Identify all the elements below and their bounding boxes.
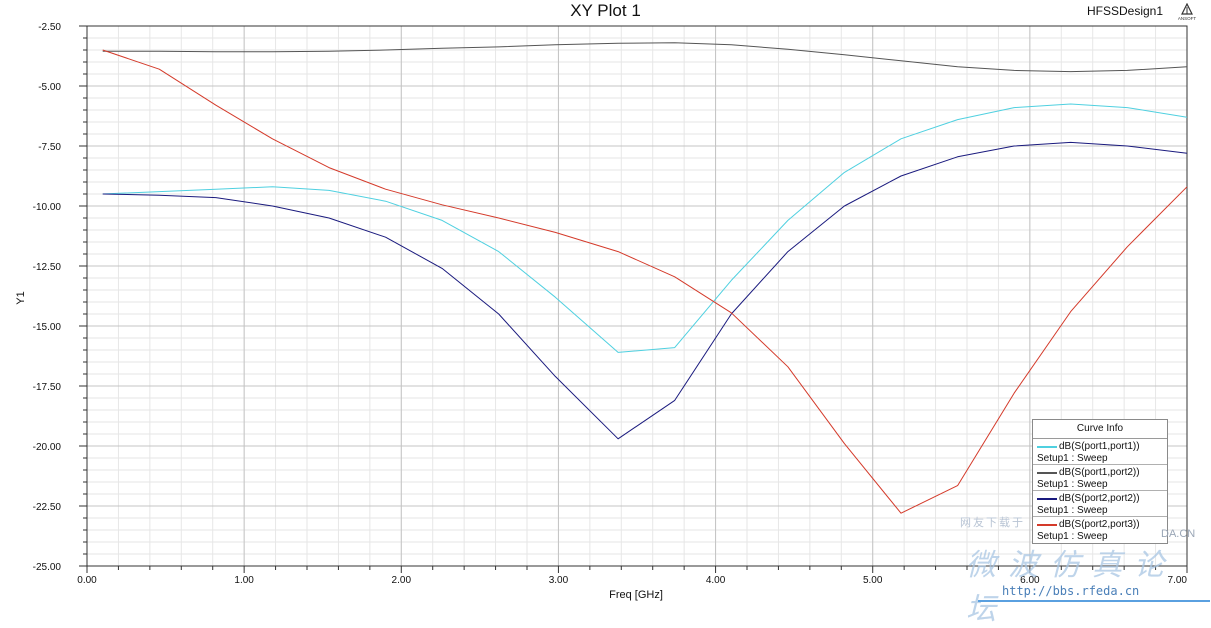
- logo-text: ANSOFT: [1178, 16, 1197, 21]
- scrollbar-edge[interactable]: [978, 600, 1210, 606]
- series-line: [102, 103, 1188, 353]
- x-axis-label: Freq [GHz]: [609, 589, 663, 601]
- legend-swatch: [1037, 445, 1057, 448]
- plot-window: XY Plot 1 HFSSDesign1 ANSOFT -2.50 -5.00-…: [15, 1, 1210, 627]
- series-line: [102, 141, 1188, 440]
- x-tick-label: 0.00: [77, 575, 97, 586]
- axes: [79, 25, 1188, 573]
- y-tick-label: -7.50: [38, 142, 61, 153]
- x-tick-label: 1.00: [234, 575, 254, 586]
- x-tick-label: 3.00: [549, 575, 569, 586]
- x-tick-label: 6.00: [1020, 575, 1040, 586]
- y-tick-label: -10.00: [33, 202, 62, 213]
- y-tick-label: -2.50: [38, 22, 61, 33]
- y-tick-label: -12.50: [33, 262, 62, 273]
- xy-plot-chart: -2.50 -5.00 -7.50 -10.00 -12.50 -15.00 -17.50 -…: [15, 22, 1188, 601]
- x-tick-label: 4.00: [706, 575, 726, 586]
- legend-entry[interactable]: dB(S(port2,port2)) Setup1 : Sweep: [1033, 491, 1167, 517]
- y-axis-label: Y1: [15, 291, 27, 304]
- y-tick-label: -17.50: [33, 382, 62, 393]
- x-tick-label: 2.00: [392, 575, 412, 586]
- legend-entry[interactable]: dB(S(port2,port3)) Setup1 : Sweep: [1033, 517, 1167, 543]
- legend-entry[interactable]: dB(S(port1,port1)) Setup1 : Sweep: [1033, 439, 1167, 465]
- plot-title: XY Plot 1: [570, 1, 641, 20]
- legend-swatch: [1037, 497, 1057, 500]
- legend-entry-name: dB(S(port1,port2)): [1059, 467, 1140, 478]
- x-tick-label: 5.00: [863, 575, 883, 586]
- y-tick-label: -15.00: [33, 322, 62, 333]
- data-series: [102, 42, 1188, 514]
- curve-info-legend[interactable]: Curve Info dB(S(port1,port1)) Setup1 : S…: [1032, 419, 1168, 544]
- series-line: [102, 49, 1188, 514]
- ansoft-logo-icon: ANSOFT: [1178, 3, 1197, 21]
- legend-entry-name: dB(S(port2,port3)): [1059, 519, 1140, 530]
- y-tick-label: -20.00: [33, 442, 62, 453]
- series-line: [102, 42, 1188, 73]
- legend-swatch: [1037, 523, 1057, 526]
- tick-labels: -2.50 -5.00 -7.50 -10.00 -12.50 -15.00 -17.50 -…: [33, 22, 1188, 586]
- design-name: HFSSDesign1: [1086, 4, 1163, 18]
- grid: [86, 25, 1188, 567]
- y-tick-label: -5.00: [38, 82, 61, 93]
- legend-entry-setup: Setup1 : Sweep: [1037, 505, 1108, 516]
- legend-entry-setup: Setup1 : Sweep: [1037, 479, 1108, 490]
- legend-entry-setup: Setup1 : Sweep: [1037, 453, 1108, 464]
- y-tick-label: -22.50: [33, 502, 62, 513]
- plot-area-border: [86, 25, 1188, 567]
- legend-swatch: [1037, 471, 1057, 474]
- legend-entry-setup: Setup1 : Sweep: [1037, 531, 1108, 542]
- legend-entry-name: dB(S(port2,port2)): [1059, 493, 1140, 504]
- legend-title: Curve Info: [1033, 420, 1167, 439]
- y-tick-label: -25.00: [33, 562, 62, 573]
- x-tick-label: 7.00: [1168, 575, 1188, 586]
- legend-entry-name: dB(S(port1,port1)): [1059, 441, 1140, 452]
- legend-entry[interactable]: dB(S(port1,port2)) Setup1 : Sweep: [1033, 465, 1167, 491]
